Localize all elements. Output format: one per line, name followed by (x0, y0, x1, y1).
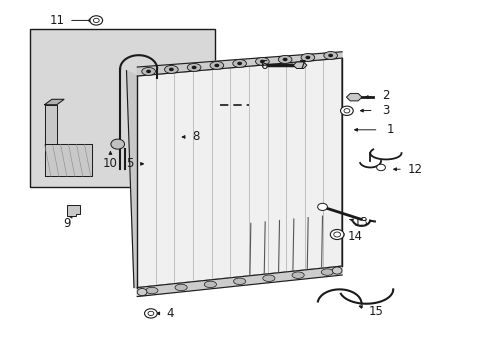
Circle shape (137, 288, 147, 296)
Circle shape (330, 229, 343, 239)
Circle shape (333, 232, 340, 237)
Circle shape (237, 62, 242, 65)
Circle shape (331, 267, 341, 274)
Polygon shape (346, 94, 361, 101)
Circle shape (305, 56, 310, 59)
Circle shape (168, 68, 173, 71)
Polygon shape (293, 62, 306, 68)
Ellipse shape (164, 66, 178, 73)
Polygon shape (137, 58, 341, 288)
Circle shape (317, 203, 327, 211)
Polygon shape (126, 71, 137, 288)
Circle shape (93, 18, 99, 23)
Ellipse shape (301, 54, 314, 62)
Polygon shape (44, 99, 64, 105)
Ellipse shape (233, 278, 245, 284)
Text: 3: 3 (382, 104, 389, 117)
Bar (30, 30, 215, 187)
Ellipse shape (278, 55, 291, 63)
Circle shape (146, 69, 151, 73)
Ellipse shape (210, 62, 223, 69)
Ellipse shape (255, 58, 269, 66)
Polygon shape (137, 52, 341, 76)
Polygon shape (44, 105, 57, 144)
Text: 11: 11 (49, 14, 64, 27)
Circle shape (340, 106, 352, 116)
Circle shape (282, 58, 287, 61)
Circle shape (90, 16, 102, 25)
Text: 10: 10 (103, 157, 118, 170)
Circle shape (214, 64, 219, 67)
Ellipse shape (291, 272, 304, 278)
Ellipse shape (232, 59, 246, 67)
Text: 6: 6 (260, 59, 267, 72)
Ellipse shape (323, 51, 337, 59)
Ellipse shape (142, 67, 155, 75)
Text: 1: 1 (386, 123, 394, 136)
Ellipse shape (321, 269, 333, 275)
Circle shape (327, 54, 332, 57)
Ellipse shape (145, 287, 158, 294)
Ellipse shape (187, 63, 201, 71)
Ellipse shape (204, 281, 216, 288)
Text: 13: 13 (353, 216, 368, 229)
Text: 2: 2 (382, 89, 389, 102)
Ellipse shape (262, 275, 274, 282)
Text: 15: 15 (368, 306, 383, 319)
Ellipse shape (175, 284, 187, 291)
Text: 8: 8 (192, 130, 199, 144)
Circle shape (111, 139, 124, 149)
Text: 9: 9 (62, 217, 70, 230)
Text: 5: 5 (126, 157, 133, 170)
Text: 14: 14 (346, 230, 362, 243)
Polygon shape (66, 205, 80, 216)
Circle shape (144, 309, 157, 318)
Circle shape (148, 311, 154, 316)
Text: 7: 7 (299, 59, 306, 72)
Circle shape (260, 60, 264, 63)
Circle shape (343, 109, 349, 113)
Text: 4: 4 (166, 307, 174, 320)
Text: 12: 12 (407, 163, 422, 176)
Polygon shape (44, 144, 92, 176)
Circle shape (191, 66, 196, 69)
Polygon shape (137, 266, 341, 297)
Circle shape (376, 164, 385, 171)
